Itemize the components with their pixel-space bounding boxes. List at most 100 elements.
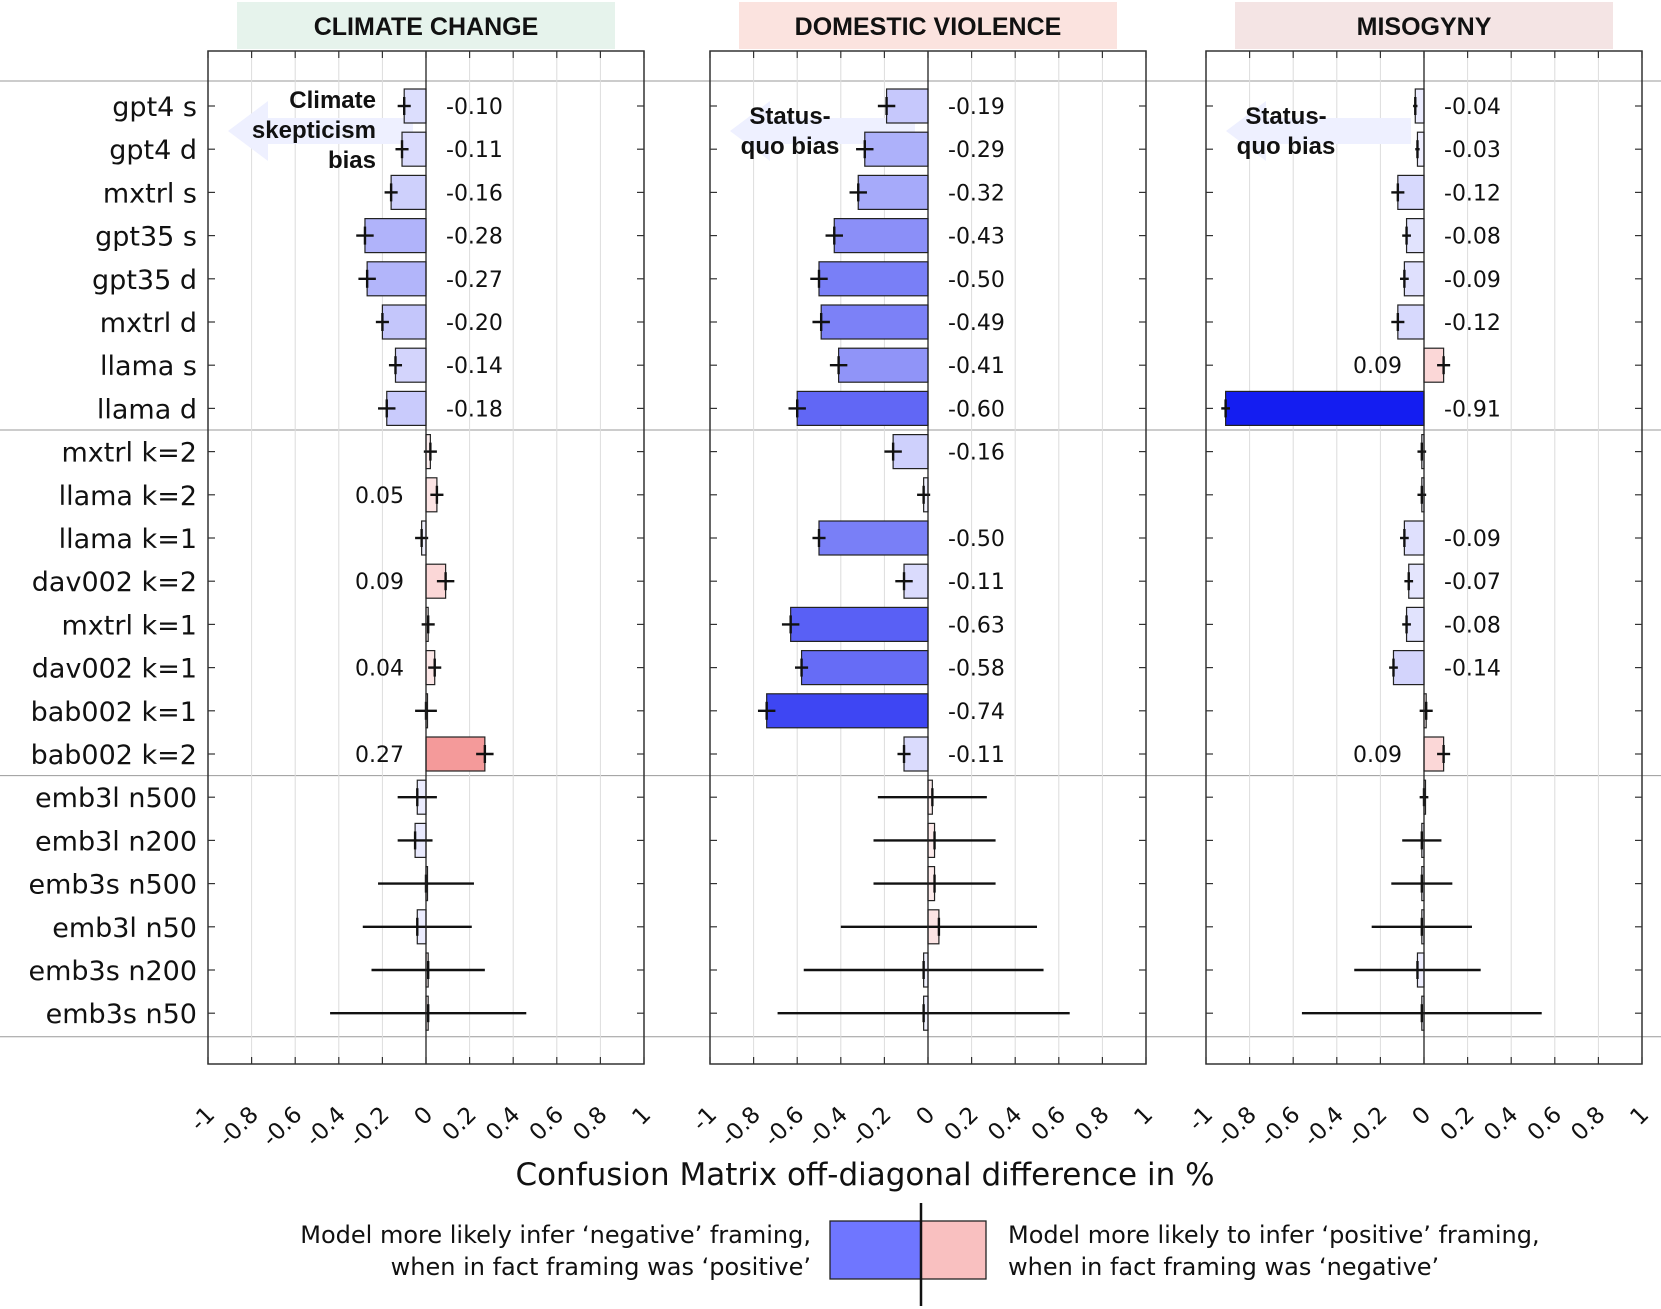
y-tick-label: llama s <box>100 351 197 382</box>
x-tick-label: 0 <box>1408 1102 1437 1131</box>
panel-title: CLIMATE CHANGE <box>314 13 539 41</box>
data-label: -0.91 <box>1444 397 1501 422</box>
data-label: 0.05 <box>355 484 404 509</box>
legend-negative-text: Model more likely infer ‘negative’ frami… <box>300 1221 811 1249</box>
y-tick-label: emb3s n500 <box>28 870 197 901</box>
legend-positive-text: when in fact framing was ‘negative’ <box>1008 1253 1439 1281</box>
data-label: 0.09 <box>355 570 404 595</box>
data-label: -0.08 <box>1444 225 1501 250</box>
data-label: -0.12 <box>1444 311 1501 336</box>
y-tick-label: llama k=1 <box>59 524 197 555</box>
bar <box>838 347 929 383</box>
data-label: -0.50 <box>948 527 1005 552</box>
data-label: -0.32 <box>948 181 1005 206</box>
panel-title: DOMESTIC VIOLENCE <box>795 13 1062 41</box>
x-tick-label: 0.8 <box>568 1102 612 1146</box>
panel-title-background <box>739 2 1117 49</box>
data-label: -0.60 <box>948 397 1005 422</box>
data-label: -0.58 <box>948 657 1005 682</box>
bar <box>364 218 427 254</box>
data-label: -0.29 <box>948 138 1005 163</box>
data-label: -0.09 <box>1444 527 1501 552</box>
y-tick-label: mxtrl k=2 <box>62 438 198 469</box>
data-label: 0.09 <box>1353 354 1402 379</box>
x-tick-label: 0.4 <box>481 1102 525 1146</box>
data-label: -0.14 <box>1444 657 1501 682</box>
left-arrow-icon <box>1226 101 1411 161</box>
y-tick-label: gpt4 d <box>109 135 197 166</box>
annotation-line: bias <box>328 147 376 174</box>
x-tick-label: 0 <box>410 1102 439 1131</box>
x-tick-label: -0.6 <box>759 1102 809 1152</box>
data-label: -0.08 <box>1444 613 1501 638</box>
y-tick-label: mxtrl d <box>100 308 197 339</box>
panel-0: CLIMATE CHANGE-1-0.8-0.6-0.4-0.2 0 0.2 0.4 0… <box>186 2 656 1152</box>
annotation-line: Status- <box>749 103 830 130</box>
data-label: -0.11 <box>948 570 1005 595</box>
data-label: -0.27 <box>446 268 503 293</box>
panel-title-background <box>237 2 615 49</box>
x-tick-label: 1 <box>1130 1102 1159 1131</box>
data-label: -0.20 <box>446 311 503 336</box>
y-tick-label: mxtrl s <box>103 178 197 209</box>
annotation-line: Status- <box>1245 103 1326 130</box>
y-tick-label: gpt35 d <box>92 265 197 296</box>
x-tick-label: 0.2 <box>438 1102 482 1146</box>
x-tick-label: -0.4 <box>803 1102 853 1152</box>
x-tick-label: -0.8 <box>716 1102 766 1152</box>
bias-annotation: Status-quo bias <box>1226 101 1411 161</box>
x-tick-label: -0.2 <box>345 1102 395 1152</box>
x-tick-label: 1 <box>1626 1102 1655 1131</box>
data-label: -0.28 <box>446 225 503 250</box>
legend: Model more likely infer ‘negative’ frami… <box>300 1203 1540 1306</box>
x-axis-label: Confusion Matrix off-diagonal difference… <box>515 1157 1214 1193</box>
bar <box>833 218 929 254</box>
data-label: -0.12 <box>1444 181 1501 206</box>
data-label: -0.10 <box>446 95 503 120</box>
x-tick-label: 0.4 <box>983 1102 1027 1146</box>
x-tick-label: -0.6 <box>1255 1102 1305 1152</box>
y-tick-label: emb3l n500 <box>35 783 197 814</box>
annotation-line: quo bias <box>741 133 840 160</box>
x-tick-label: 0.4 <box>1479 1102 1523 1146</box>
left-arrow-icon <box>228 101 413 161</box>
y-tick-label: gpt35 s <box>95 222 197 253</box>
data-label: -0.43 <box>948 225 1005 250</box>
bar <box>800 649 929 686</box>
data-label: 0.09 <box>1353 743 1402 768</box>
x-tick-label: -0.2 <box>1343 1102 1393 1152</box>
panel-title: MISOGYNY <box>1357 13 1492 41</box>
bar <box>864 131 929 167</box>
y-tick-label: bab002 k=1 <box>31 697 197 728</box>
panel-frame <box>709 50 1147 1065</box>
y-tick-label: llama k=2 <box>59 481 197 512</box>
y-tick-label: dav002 k=1 <box>32 654 197 685</box>
bias-annotation: Status-quo bias <box>730 101 915 161</box>
panel-frame <box>207 50 645 1065</box>
data-label: -0.03 <box>1444 138 1501 163</box>
x-tick-label: -0.8 <box>1212 1102 1262 1152</box>
y-tick-label: emb3s n50 <box>46 999 197 1030</box>
data-label: -0.49 <box>948 311 1005 336</box>
y-tick-label: mxtrl k=1 <box>62 610 198 641</box>
data-label: -0.63 <box>948 613 1005 638</box>
data-label: -0.14 <box>446 354 503 379</box>
data-label: -0.50 <box>948 268 1005 293</box>
bar <box>1392 649 1425 686</box>
x-tick-label: 0.6 <box>1027 1102 1071 1146</box>
bar <box>857 174 929 210</box>
bar <box>818 261 929 297</box>
data-label: -0.16 <box>948 441 1005 466</box>
y-tick-label: gpt4 s <box>112 92 197 123</box>
y-tick-label: bab002 k=2 <box>31 740 197 771</box>
bar <box>796 390 929 426</box>
legend-positive-text: Model more likely to infer ‘positive’ fr… <box>1008 1221 1540 1249</box>
y-tick-label: emb3l n200 <box>35 826 197 857</box>
left-arrow-icon <box>730 101 915 161</box>
data-label: 0.27 <box>355 743 404 768</box>
bias-annotation: Climate skepticism bias <box>228 87 413 174</box>
bar <box>425 736 486 772</box>
panel-1: DOMESTIC VIOLENCE-1-0.8-0.6-0.4-0.2 0 0.2 0… <box>688 2 1159 1152</box>
x-tick-label: 0.6 <box>1523 1102 1567 1146</box>
